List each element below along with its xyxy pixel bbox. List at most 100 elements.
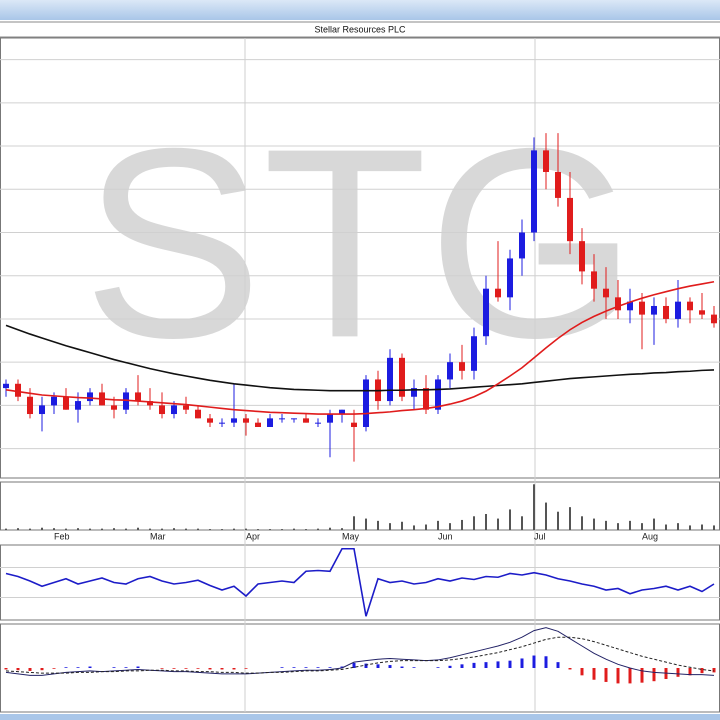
volume-bar	[17, 528, 19, 530]
histogram-bar	[592, 668, 596, 680]
bottom-bar	[0, 714, 720, 720]
volume-bar	[581, 516, 583, 530]
x-tick-label: May	[342, 531, 360, 541]
candle-body	[363, 379, 369, 427]
volume-bar	[401, 521, 403, 530]
volume-bar	[293, 528, 295, 530]
candle-body	[279, 418, 285, 420]
candle-body	[531, 150, 537, 233]
candle-body	[147, 401, 153, 406]
candle-body	[555, 171, 561, 198]
histogram-bar	[76, 667, 80, 668]
candle-body	[51, 396, 57, 406]
x-tick-label: Jun	[438, 531, 453, 541]
histogram-bar	[304, 667, 308, 668]
histogram-bar	[316, 667, 320, 668]
histogram-bar	[220, 668, 224, 670]
candle-body	[471, 336, 477, 371]
volume-bar	[617, 523, 619, 530]
volume-bar	[629, 520, 631, 530]
histogram-bar	[700, 668, 704, 674]
histogram-bar	[376, 664, 380, 668]
candle-body	[315, 422, 321, 424]
histogram-bar	[616, 668, 620, 684]
volume-bar	[605, 520, 607, 530]
histogram-bar	[640, 668, 644, 683]
candle-body	[303, 418, 309, 423]
histogram-bar	[604, 668, 608, 682]
histogram-bar	[652, 668, 656, 682]
volume-bar	[137, 527, 139, 530]
volume-bar	[713, 525, 715, 530]
histogram-bar	[88, 666, 92, 668]
volume-bar	[341, 528, 343, 530]
volume-bar	[65, 528, 67, 530]
volume-bar	[389, 523, 391, 530]
histogram-bar	[340, 666, 344, 668]
volume-bar	[197, 528, 199, 530]
histogram-bar	[448, 665, 452, 668]
histogram-bar	[532, 655, 536, 668]
histogram-bar	[412, 667, 416, 668]
volume-bar	[461, 519, 463, 530]
candle-body	[387, 357, 393, 402]
x-tick-label: Apr	[246, 531, 260, 541]
volume-bar	[665, 524, 667, 530]
volume-bar	[521, 516, 523, 530]
candle-body	[111, 405, 117, 410]
candle-body	[699, 310, 705, 315]
volume-bar	[473, 516, 475, 530]
volume-bar	[161, 528, 163, 530]
volume-bar	[425, 524, 427, 530]
histogram-bar	[196, 668, 200, 669]
candle-body	[579, 241, 585, 272]
oscillator-line	[5, 547, 715, 617]
histogram-bar	[400, 666, 404, 668]
volume-bar	[101, 528, 103, 530]
volume-bar	[485, 514, 487, 530]
candle-body	[711, 314, 717, 324]
candle-body	[411, 388, 417, 397]
histogram-bar	[244, 668, 248, 669]
volume-bar	[641, 523, 643, 530]
candle-body	[675, 301, 681, 319]
candle-body	[459, 362, 465, 371]
volume-bar	[125, 528, 127, 530]
candle-body	[507, 258, 513, 298]
candle-body	[627, 301, 633, 311]
x-tick-label: Aug	[642, 531, 658, 541]
candle-body	[231, 418, 237, 423]
volume-bar	[317, 528, 319, 530]
histogram-bar	[364, 663, 368, 668]
candle-body	[483, 288, 489, 337]
histogram-bar	[556, 662, 560, 668]
candle-body	[639, 301, 645, 315]
volume-bar	[545, 502, 547, 530]
volume-bar	[149, 528, 151, 530]
histogram-bar	[16, 668, 20, 671]
candle-body	[519, 232, 525, 259]
candle-body	[615, 297, 621, 311]
volume-bar	[305, 529, 307, 530]
candle-body	[63, 396, 69, 410]
histogram-bar	[64, 667, 68, 668]
volume-bar	[533, 484, 535, 530]
candle-body	[351, 422, 357, 427]
candle-body	[447, 362, 453, 380]
window-bar	[0, 0, 720, 20]
volume-bar	[593, 518, 595, 530]
candle-body	[603, 288, 609, 298]
candle-body	[543, 150, 549, 172]
histogram-bar	[544, 656, 548, 668]
x-tick-label: Feb	[54, 531, 70, 541]
histogram-bar	[352, 662, 356, 668]
histogram-bar	[232, 668, 236, 670]
histogram-bar	[388, 665, 392, 668]
candle-body	[171, 405, 177, 415]
volume-bar	[221, 529, 223, 530]
moving-average	[5, 324, 715, 392]
histogram-bar	[484, 662, 488, 668]
histogram-bar	[124, 667, 128, 668]
volume-bar	[233, 528, 235, 530]
